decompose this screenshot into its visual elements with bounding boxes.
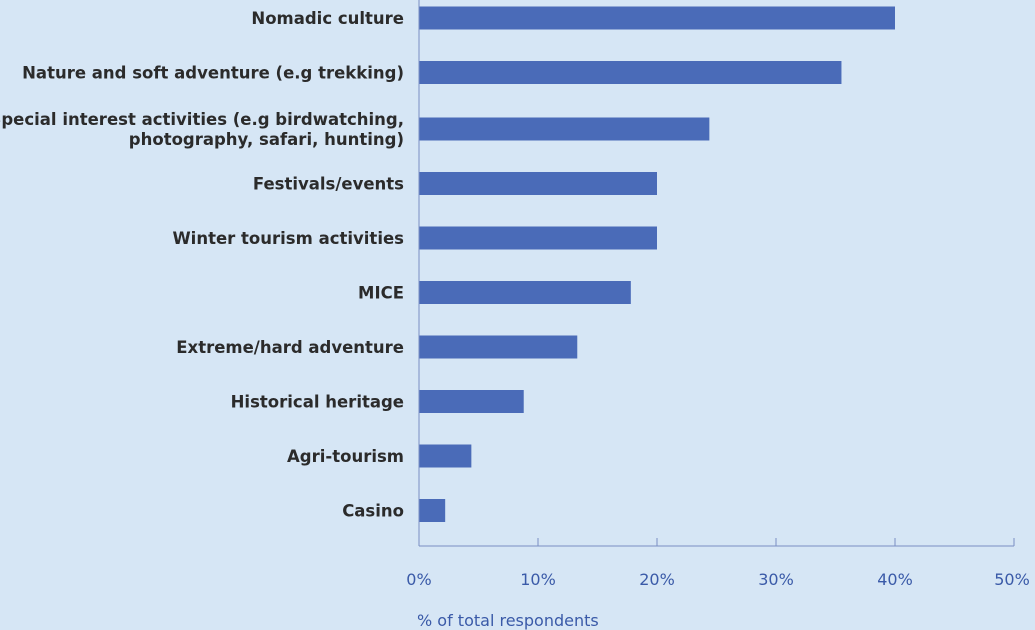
category-label: Special interest activities (e.g birdwat…	[0, 110, 404, 149]
category-label: Extreme/hard adventure	[176, 338, 404, 357]
bar	[419, 172, 657, 195]
bar	[419, 117, 710, 141]
category-label: Nature and soft adventure (e.g trekking)	[22, 64, 404, 83]
x-axis-title: % of total respondents	[417, 611, 599, 630]
bar	[419, 335, 578, 359]
category-label: Historical heritage	[231, 393, 404, 412]
x-tick-label: 20%	[639, 570, 675, 589]
bar	[419, 390, 524, 413]
category-label: Agri-tourism	[287, 447, 404, 466]
x-tick-label: 0%	[406, 570, 431, 589]
bar	[419, 499, 446, 522]
x-tick-label: 40%	[877, 570, 913, 589]
category-label: Casino	[342, 502, 404, 521]
x-tick-label: 30%	[758, 570, 794, 589]
category-label: MICE	[358, 284, 404, 303]
bar	[419, 444, 472, 468]
bar	[419, 61, 842, 84]
x-axis-ticks: 0% 10% 20% 30% 40% 50%	[406, 538, 1030, 589]
category-label: Nomadic culture	[251, 9, 404, 28]
category-label: Winter tourism activities	[172, 229, 404, 248]
bar	[419, 281, 631, 304]
x-tick-label: 10%	[520, 570, 556, 589]
category-label: Festivals/events	[253, 175, 404, 194]
category-labels: Nomadic culture Nature and soft adventure…	[0, 9, 404, 521]
x-axis	[418, 0, 1014, 547]
bar	[419, 226, 657, 250]
bar	[419, 6, 895, 30]
bars-layer	[419, 6, 895, 522]
x-tick-label: 50%	[994, 570, 1030, 589]
